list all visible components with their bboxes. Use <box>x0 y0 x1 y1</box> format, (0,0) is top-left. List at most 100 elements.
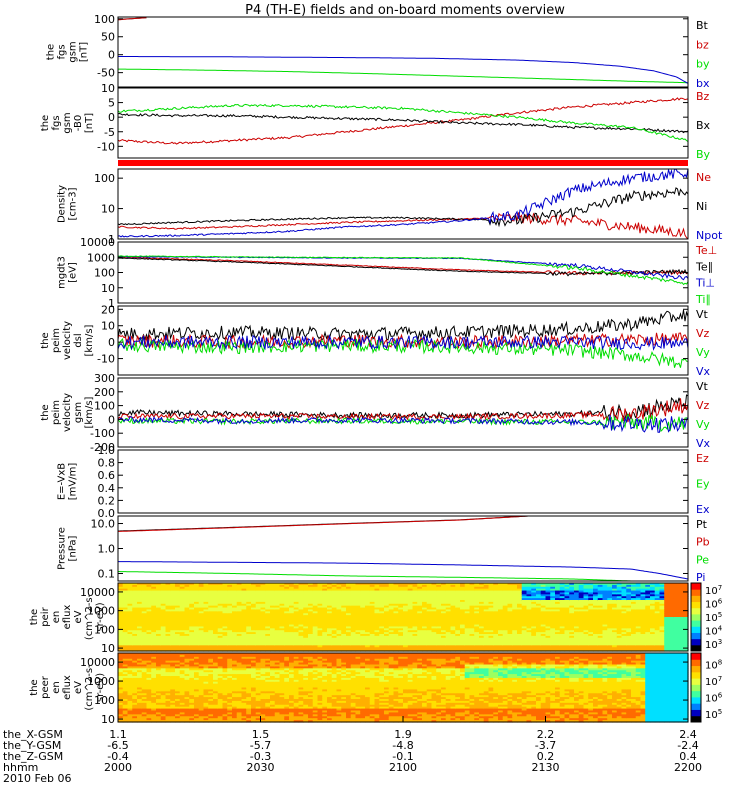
legend-fgs-by: by <box>696 58 710 71</box>
legend-fgs_fac-Bx: Bx <box>696 119 711 132</box>
ylabel-peer_spectrogram: peer <box>40 675 51 699</box>
legend-velocity_gsm-Vy: Vy <box>696 418 710 431</box>
ytick-velocity_gsm: 300 <box>94 372 115 385</box>
ylabel-peir_spectrogram: eV <box>73 610 84 623</box>
time-value: -4.8 <box>392 739 413 752</box>
ylabel-fgs_fac: -B0 <box>73 115 84 131</box>
panel-temperature: 10000 1000 100 10 1 mgdt3 [eV] Te⊥ Te∥ Ti⊥ Ti∥ <box>57 236 718 310</box>
legend-temperature-Te∥: Te∥ <box>695 260 713 273</box>
ylabel-peer_spectrogram: sr-eV) <box>95 673 106 702</box>
frame-density <box>117 168 689 240</box>
ytick-fgs_fac: 10 <box>101 82 115 95</box>
legend-fgs-bz: bz <box>696 38 709 51</box>
panel-pressure: 10.0 1.0 0.1 Pressure [nPa] Pt Pb Pe Pi <box>57 515 710 584</box>
time-value: -0.3 <box>250 750 271 763</box>
legend-fgs-Bt: Bt <box>696 19 709 32</box>
legend-density-Ni: Ni <box>696 200 707 213</box>
legend-pressure-Pi: Pi <box>696 571 705 584</box>
colorbar-tick-peir_spectrogram: 107 <box>705 584 722 597</box>
ytick-velocity_dsl: 0 <box>108 336 115 349</box>
ytick-temperature: 1 <box>108 297 115 310</box>
ytick-peer_spectrogram: 100 <box>94 694 115 707</box>
legend-temperature-Ti⊥: Ti⊥ <box>695 277 715 290</box>
ylabel-peir_spectrogram: the <box>29 609 40 625</box>
time-value: -6.5 <box>107 739 128 752</box>
ytick-density: 100 <box>94 172 115 185</box>
time-value: -3.7 <box>535 739 556 752</box>
legend-temperature-Te⊥: Te⊥ <box>695 244 717 257</box>
series-pressure-Pi <box>118 561 689 580</box>
ylabel-fgs_fac: [nT] <box>84 113 95 133</box>
ytick-temperature: 10000 <box>80 236 115 249</box>
series-fgs-by <box>118 68 688 84</box>
time-row-label: the_X-GSM <box>3 728 63 741</box>
figure-title: P4 (TH-E) fields and on-board moments ov… <box>245 3 565 18</box>
panel-peer_spectrogram: 108 107 106 105 10000 1000 100 10 the peer en eflux… <box>29 652 723 726</box>
series-velocity_dsl-Vx <box>117 333 689 351</box>
ylabel-pressure: [nPa] <box>68 535 79 561</box>
series-fgs_fac-Bz <box>117 97 689 145</box>
ytick-peer_spectrogram: 1000 <box>87 675 115 688</box>
time-value: 1.5 <box>252 728 270 741</box>
time-value: 2.2 <box>537 728 555 741</box>
series-temperature-Ti∥ <box>117 255 689 286</box>
series-density-Ne <box>117 212 689 240</box>
time-value: -2.4 <box>677 739 698 752</box>
legend-velocity_gsm-Vx: Vx <box>696 437 711 450</box>
series-temperature-Te∥ <box>118 257 689 277</box>
ylabel-temperature: mgdt3 <box>57 256 68 289</box>
legend-pressure-Pt: Pt <box>696 518 708 531</box>
series-density-Ni <box>117 187 689 228</box>
time-row-label: hhmm <box>3 761 38 774</box>
panel-efield: 1.00.80.60.40.20.0 E=-VxB [mV/m] Ez Ey Ex <box>57 444 710 520</box>
series-fgs-bx <box>118 56 689 84</box>
ylabel-peir_spectrogram: en <box>51 611 62 624</box>
ytick-peer_spectrogram: 10000 <box>80 656 115 669</box>
ylabel-velocity_gsm: velocity <box>62 393 73 432</box>
colorbar-tick-peir_spectrogram: 104 <box>705 625 723 638</box>
frame-velocity_dsl <box>117 305 689 376</box>
panel-velocity_dsl: 20 10 0 -10 the peim velocity dsl [km/s] Vt Vz Vy Vx <box>40 303 711 378</box>
frame-fgs <box>117 16 689 88</box>
ylabel-peer_spectrogram: (cm^2-s- <box>84 664 95 711</box>
ylabel-peer_spectrogram: eflux <box>62 675 73 700</box>
time-value: 2000 <box>104 761 132 774</box>
ylabel-velocity_gsm: the <box>40 404 51 420</box>
time-value: 2130 <box>532 761 560 774</box>
ytick-peir_spectrogram: 10 <box>101 642 115 655</box>
ylabel-peer_spectrogram: eV <box>73 681 84 694</box>
series-fgs_fac-By <box>117 103 689 143</box>
ytick-fgs: 0 <box>108 49 115 62</box>
colorbar-tick-peir_spectrogram: 105 <box>705 611 722 624</box>
ytick-velocity_gsm: -200 <box>90 441 115 454</box>
ylabel-fgs: [nT] <box>79 42 90 62</box>
series-velocity_gsm-Vx <box>117 415 689 433</box>
series-velocity_gsm-Vz <box>117 398 689 423</box>
series-density-Npot <box>117 168 689 238</box>
ytick-velocity_dsl: 10 <box>101 320 115 333</box>
colorbar-tick-peer_spectrogram: 107 <box>705 675 722 688</box>
ylabel-velocity_gsm: peim <box>51 400 62 425</box>
time-row-label: the_Z-GSM <box>3 750 63 763</box>
ylabel-efield: E=-VxB <box>57 463 68 500</box>
ylabel-density: Density <box>57 185 68 223</box>
colorbar-tick-peer_spectrogram: 105 <box>705 708 722 721</box>
time-axis-footer: the_X-GSM 1.1 1.5 1.9 2.2 2.4 the_Y-GSM -6.5 -5.… <box>3 716 702 785</box>
legend-density-Npot: Npot <box>696 229 723 242</box>
ytick-fgs_fac: 0 <box>108 111 115 124</box>
ylabel-efield: [mV/m] <box>68 463 79 501</box>
legend-temperature-Ti∥: Ti∥ <box>695 293 711 306</box>
ytick-efield: 1.0 <box>98 444 116 457</box>
ytick-pressure: 10.0 <box>91 518 116 531</box>
ytick-fgs_fac: -10 <box>97 140 115 153</box>
ylabel-density: [cm-3] <box>68 187 79 220</box>
time-value: 1.9 <box>394 728 412 741</box>
ytick-density: 1 <box>108 233 115 246</box>
legend-velocity_gsm-Vz: Vz <box>696 399 710 412</box>
ylabel-peir_spectrogram: (cm^2-s- <box>84 593 95 640</box>
ytick-velocity_gsm: 200 <box>94 386 115 399</box>
time-value: -0.4 <box>107 750 128 763</box>
time-value: 2030 <box>247 761 275 774</box>
